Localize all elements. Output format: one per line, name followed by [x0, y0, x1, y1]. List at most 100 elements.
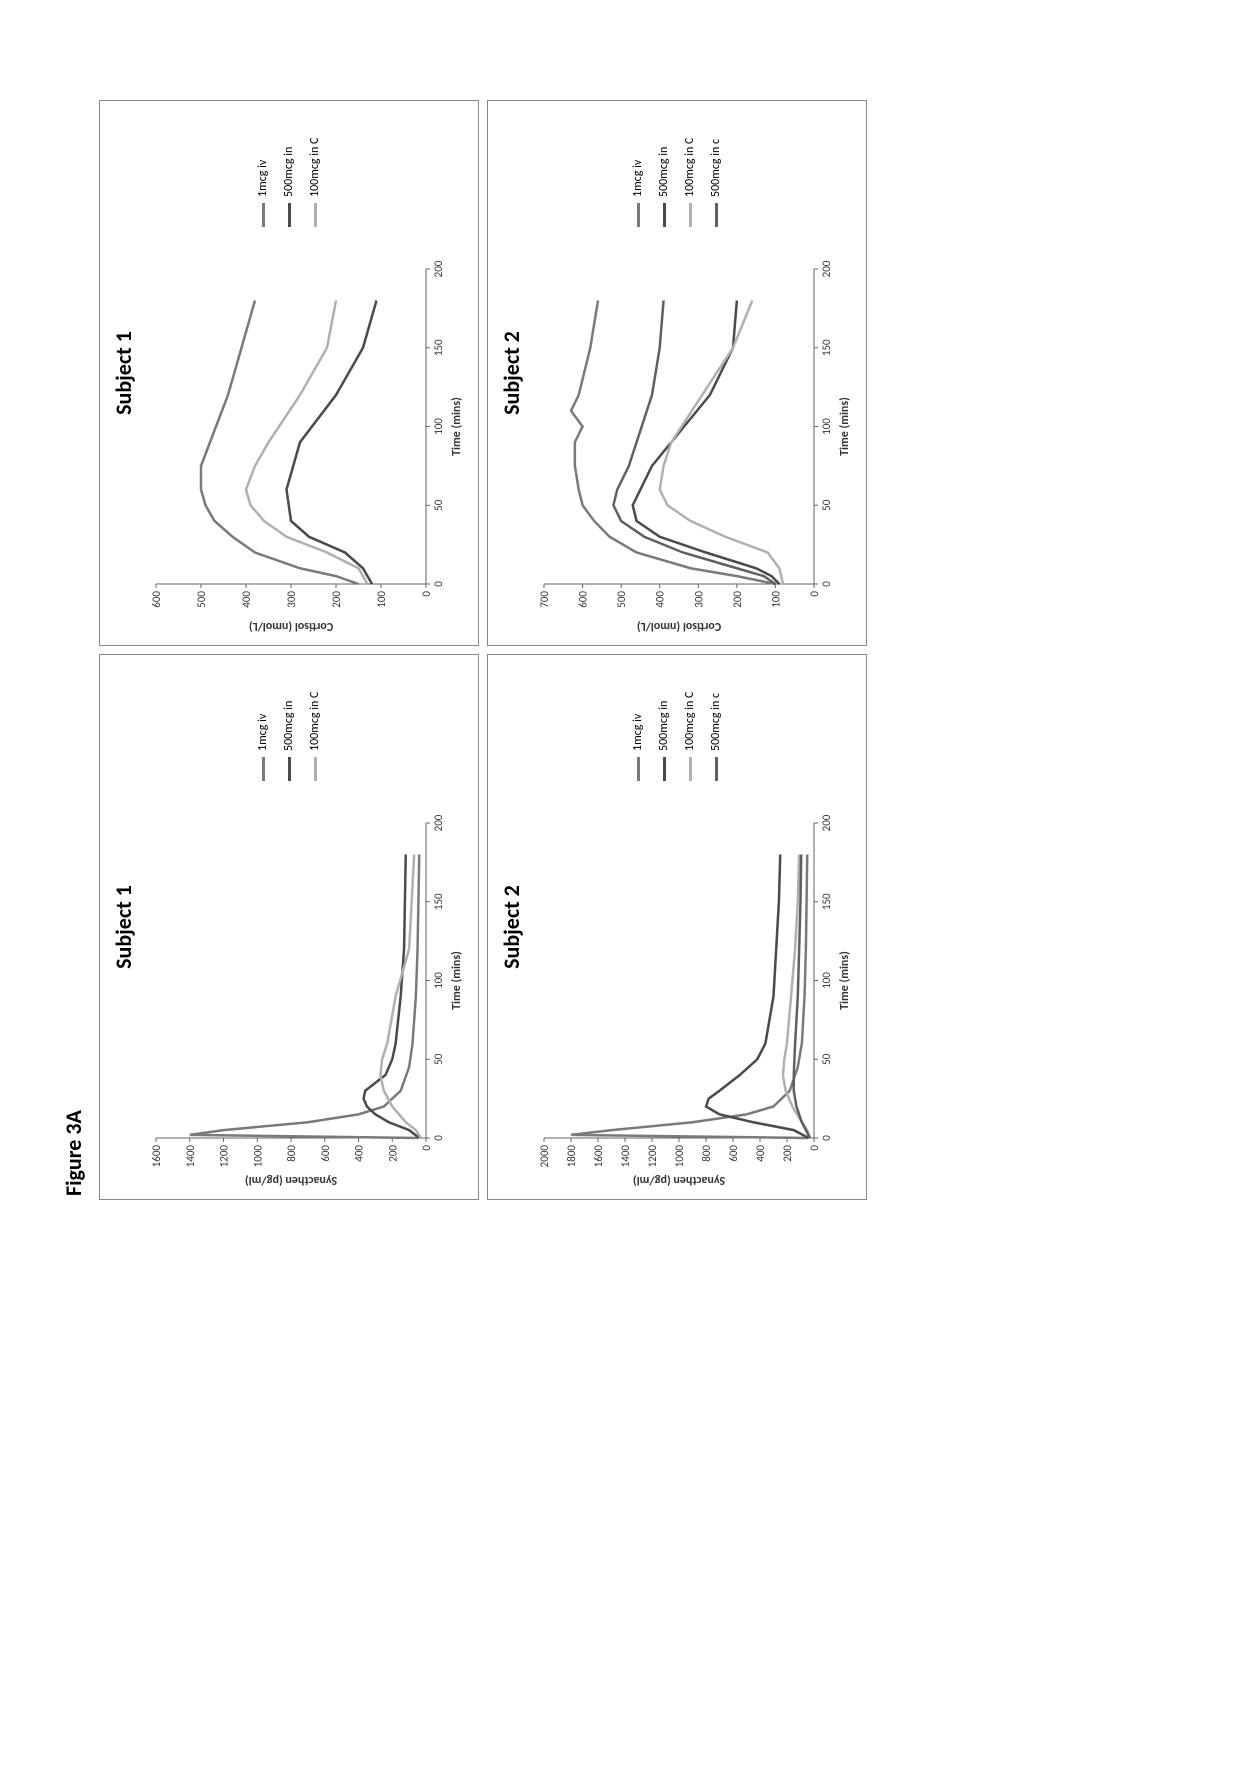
legend-swatch [689, 757, 692, 781]
legend-item: 1mcg iv [631, 107, 645, 227]
legend-swatch [288, 757, 291, 781]
legend-swatch [663, 203, 666, 227]
svg-text:0: 0 [420, 1145, 433, 1151]
svg-text:600: 600 [150, 591, 163, 608]
legend-item: 1mcg iv [631, 661, 645, 781]
svg-text:0: 0 [808, 1145, 821, 1151]
legend-item: 1mcg iv [256, 107, 270, 227]
svg-text:700: 700 [538, 591, 551, 608]
svg-text:200: 200 [386, 1145, 399, 1162]
chart-area: 0200400600800100012001400160005010015020… [148, 789, 472, 1193]
series-line [571, 855, 807, 1139]
svg-text:0: 0 [820, 1135, 833, 1141]
svg-text:150: 150 [820, 339, 833, 356]
chart-area: 0100200300400500600700050100150200Time (… [536, 235, 860, 639]
svg-text:1200: 1200 [218, 1145, 231, 1168]
svg-text:1800: 1800 [565, 1145, 578, 1168]
svg-text:1400: 1400 [184, 1145, 197, 1168]
figure-label: Figure 3A [60, 100, 87, 1196]
legend-swatch [637, 203, 640, 227]
svg-text:Time (mins): Time (mins) [838, 951, 852, 1010]
svg-text:1600: 1600 [592, 1145, 605, 1168]
svg-text:600: 600 [319, 1145, 332, 1162]
legend-swatch [689, 203, 692, 227]
legend-item: 500mcg in [282, 107, 296, 227]
svg-text:0: 0 [432, 1135, 445, 1141]
svg-text:2000: 2000 [538, 1145, 551, 1168]
legend-label: 1mcg iv [631, 160, 645, 197]
svg-text:50: 50 [820, 499, 833, 511]
svg-text:Cortisol (nmol/L): Cortisol (nmol/L) [637, 619, 721, 633]
series-line [660, 301, 783, 585]
svg-text:0: 0 [420, 591, 433, 597]
svg-text:100: 100 [820, 972, 833, 989]
svg-text:100: 100 [432, 418, 445, 435]
legend-label: 100mcg in C [683, 692, 697, 751]
chart-svg: 0100200300400500600700050100150200Time (… [536, 259, 856, 639]
chart-area: 0100200300400500600050100150200Time (min… [148, 235, 472, 639]
svg-text:50: 50 [432, 1053, 445, 1065]
chart-area: 0200400600800100012001400160018002000050… [536, 789, 860, 1193]
legend-swatch [262, 757, 265, 781]
svg-text:300: 300 [692, 591, 705, 608]
svg-text:400: 400 [353, 1145, 366, 1162]
series-line [190, 855, 420, 1139]
svg-text:500: 500 [615, 591, 628, 608]
svg-text:200: 200 [731, 591, 744, 608]
svg-text:1000: 1000 [673, 1145, 686, 1168]
legend-label: 500mcg in [282, 701, 296, 751]
legend-swatch [663, 757, 666, 781]
svg-text:600: 600 [727, 1145, 740, 1162]
svg-text:400: 400 [240, 591, 253, 608]
svg-text:200: 200 [330, 591, 343, 608]
legend-label: 500mcg in [282, 147, 296, 197]
legend: 1mcg iv500mcg in100mcg in C [106, 107, 472, 235]
svg-text:1600: 1600 [150, 1145, 163, 1168]
legend: 1mcg iv 500mcg in 100mcg in C [106, 661, 472, 789]
svg-text:800: 800 [700, 1145, 713, 1162]
svg-text:500: 500 [195, 591, 208, 608]
chart-svg: 0200400600800100012001400160018002000050… [536, 813, 856, 1193]
panel-title: Subject 2 [498, 331, 525, 415]
svg-text:200: 200 [820, 260, 833, 277]
svg-text:Time (mins): Time (mins) [450, 397, 464, 456]
legend-label: 500mcg in [657, 147, 671, 197]
svg-text:Time (mins): Time (mins) [450, 951, 464, 1010]
legend-swatch [314, 757, 317, 781]
legend-swatch [637, 757, 640, 781]
panel-title: Subject 1 [110, 331, 137, 415]
svg-text:50: 50 [432, 499, 445, 511]
legend: 1mcg iv500mcg in100mcg in C500mcg in c [494, 661, 860, 789]
svg-text:0: 0 [432, 581, 445, 587]
chart-panel: Subject 20100200300400500600700050100150… [487, 100, 867, 646]
panel-title: Subject 1 [110, 885, 137, 969]
legend-label: 500mcg in c [709, 139, 723, 197]
legend-item: 100mcg in C [683, 661, 697, 781]
legend-swatch [314, 203, 317, 227]
svg-text:150: 150 [820, 893, 833, 910]
legend-item: 100mcg in C [683, 107, 697, 227]
legend-item: 500mcg in c [709, 107, 723, 227]
svg-text:600: 600 [577, 591, 590, 608]
svg-text:0: 0 [820, 581, 833, 587]
legend-swatch [288, 203, 291, 227]
chart-svg: 0200400600800100012001400160005010015020… [148, 813, 468, 1193]
svg-text:50: 50 [820, 1053, 833, 1065]
svg-text:Synacthen (pg/ml): Synacthen (pg/ml) [633, 1173, 725, 1187]
svg-text:Synacthen (pg/ml): Synacthen (pg/ml) [245, 1173, 337, 1187]
legend-label: 100mcg in C [308, 692, 322, 751]
svg-text:150: 150 [432, 893, 445, 910]
legend-label: 100mcg in C [683, 138, 697, 197]
svg-text:400: 400 [754, 1145, 767, 1162]
legend-item: 1mcg iv [256, 661, 270, 781]
svg-text:200: 200 [432, 814, 445, 831]
svg-text:Time (mins): Time (mins) [838, 397, 852, 456]
legend-label: 1mcg iv [631, 714, 645, 751]
figure-page: Figure 3A Subject 1020040060080010001200… [60, 100, 867, 1200]
legend-swatch [715, 203, 718, 227]
chart-panel: Subject 10200400600800100012001400160005… [99, 654, 479, 1200]
svg-text:800: 800 [285, 1145, 298, 1162]
chart-panel: Subject 10100200300400500600050100150200… [99, 100, 479, 646]
series-line [613, 301, 775, 585]
svg-text:1200: 1200 [646, 1145, 659, 1168]
